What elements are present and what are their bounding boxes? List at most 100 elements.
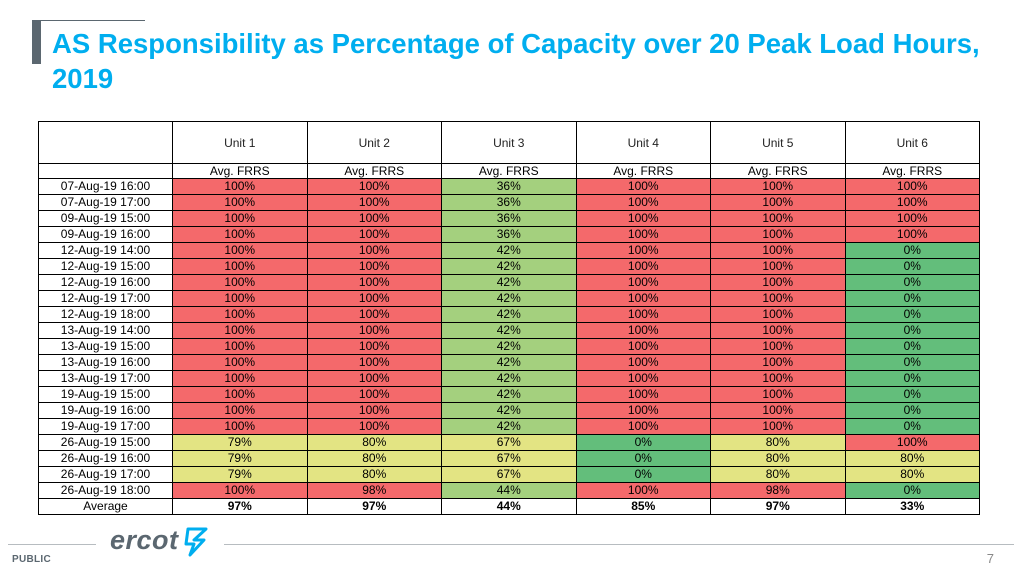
frrs-value-cell: 42% <box>441 290 577 307</box>
unit-header: Unit 3 <box>441 121 577 164</box>
row-datetime: 12-Aug-19 15:00 <box>38 258 173 275</box>
frrs-value-cell: 100% <box>575 370 711 387</box>
frrs-value-cell: 100% <box>172 210 308 227</box>
frrs-value-cell: 100% <box>575 258 711 275</box>
ercot-logo: ercot <box>110 523 214 563</box>
frrs-value-cell: 42% <box>441 258 577 275</box>
footer-rule-left <box>8 544 96 545</box>
table-row: 26-Aug-19 16:00 79% 80% 67% 0% 80% 80% <box>38 450 980 467</box>
row-datetime: 26-Aug-19 16:00 <box>38 450 173 467</box>
frrs-value-cell: 100% <box>575 290 711 307</box>
frrs-value-cell: 100% <box>172 354 308 371</box>
frrs-value-cell: 100% <box>172 226 308 243</box>
frrs-value-cell: 100% <box>575 482 711 499</box>
metric-header-row: Avg. FRRS Avg. FRRS Avg. FRRS Avg. FRRS … <box>38 163 980 179</box>
metric-corner-cell <box>38 163 173 179</box>
metric-label: Avg. FRRS <box>306 163 442 179</box>
frrs-value-cell: 100% <box>575 226 711 243</box>
frrs-value-cell: 100% <box>172 402 308 419</box>
frrs-value-cell: 100% <box>306 322 442 339</box>
frrs-value-cell: 0% <box>844 306 980 323</box>
row-datetime: 12-Aug-19 18:00 <box>38 306 173 323</box>
frrs-value-cell: 80% <box>710 450 846 467</box>
frrs-value-cell: 100% <box>172 274 308 291</box>
page-number: 7 <box>986 551 994 566</box>
frrs-value-cell: 100% <box>575 418 711 435</box>
frrs-value-cell: 36% <box>441 226 577 243</box>
frrs-value-cell: 42% <box>441 402 577 419</box>
row-datetime: 19-Aug-19 16:00 <box>38 402 173 419</box>
frrs-value-cell: 79% <box>172 450 308 467</box>
frrs-value-cell: 100% <box>306 418 442 435</box>
frrs-value-cell: 42% <box>441 306 577 323</box>
row-datetime: 19-Aug-19 17:00 <box>38 418 173 435</box>
frrs-value-cell: 100% <box>172 338 308 355</box>
frrs-value-cell: 0% <box>575 466 711 483</box>
frrs-value-cell: 100% <box>575 210 711 227</box>
frrs-value-cell: 42% <box>441 370 577 387</box>
frrs-value-cell: 44% <box>441 482 577 499</box>
frrs-value-cell: 100% <box>306 274 442 291</box>
frrs-table: Unit 1 Unit 2 Unit 3 Unit 4 Unit 5 Unit … <box>38 121 980 515</box>
frrs-value-cell: 42% <box>441 386 577 403</box>
table-row: 26-Aug-19 17:00 79% 80% 67% 0% 80% 80% <box>38 466 980 483</box>
logo-wordmark: ercot <box>110 525 179 555</box>
frrs-value-cell: 100% <box>710 418 846 435</box>
table-row: 09-Aug-19 16:00 100% 100% 36% 100% 100% 100% <box>38 226 980 243</box>
frrs-value-cell: 79% <box>172 434 308 451</box>
row-datetime: 13-Aug-19 15:00 <box>38 338 173 355</box>
metric-label: Avg. FRRS <box>172 163 308 179</box>
frrs-value-cell: 100% <box>710 290 846 307</box>
frrs-value-cell: 100% <box>172 482 308 499</box>
frrs-value-cell: 80% <box>710 434 846 451</box>
frrs-value-cell: 100% <box>844 210 980 227</box>
row-datetime: 12-Aug-19 14:00 <box>38 242 173 259</box>
frrs-value-cell: 80% <box>306 466 442 483</box>
row-datetime: 09-Aug-19 16:00 <box>38 226 173 243</box>
frrs-value-cell: 100% <box>710 338 846 355</box>
frrs-value-cell: 0% <box>844 322 980 339</box>
metric-label: Avg. FRRS <box>710 163 846 179</box>
frrs-value-cell: 100% <box>710 354 846 371</box>
row-datetime: 07-Aug-19 16:00 <box>38 178 173 195</box>
metric-label: Avg. FRRS <box>575 163 711 179</box>
unit-header-row: Unit 1 Unit 2 Unit 3 Unit 4 Unit 5 Unit … <box>38 121 980 164</box>
table-row: 12-Aug-19 17:00 100% 100% 42% 100% 100% 0% <box>38 290 980 307</box>
frrs-value-cell: 100% <box>306 242 442 259</box>
frrs-value-cell: 42% <box>441 338 577 355</box>
table-row: 19-Aug-19 17:00 100% 100% 42% 100% 100% 0% <box>38 418 980 435</box>
frrs-value-cell: 80% <box>306 450 442 467</box>
table-row: 26-Aug-19 15:00 79% 80% 67% 0% 80% 100% <box>38 434 980 451</box>
table-row: 12-Aug-19 15:00 100% 100% 42% 100% 100% 0% <box>38 258 980 275</box>
frrs-value-cell: 100% <box>306 402 442 419</box>
frrs-value-cell: 0% <box>575 450 711 467</box>
frrs-value-cell: 0% <box>844 386 980 403</box>
frrs-value-cell: 36% <box>441 178 577 195</box>
row-datetime: 19-Aug-19 15:00 <box>38 386 173 403</box>
row-datetime: 26-Aug-19 15:00 <box>38 434 173 451</box>
row-datetime: 12-Aug-19 16:00 <box>38 274 173 291</box>
table-row: 13-Aug-19 14:00 100% 100% 42% 100% 100% 0% <box>38 322 980 339</box>
frrs-value-cell: 0% <box>844 274 980 291</box>
frrs-value-cell: 100% <box>575 322 711 339</box>
average-value: 85% <box>575 498 711 515</box>
frrs-value-cell: 100% <box>710 322 846 339</box>
frrs-value-cell: 100% <box>844 434 980 451</box>
frrs-value-cell: 0% <box>844 402 980 419</box>
average-value: 97% <box>306 498 442 515</box>
frrs-value-cell: 100% <box>575 386 711 403</box>
frrs-value-cell: 42% <box>441 354 577 371</box>
frrs-value-cell: 100% <box>306 386 442 403</box>
frrs-value-cell: 100% <box>306 338 442 355</box>
unit-header: Unit 6 <box>844 121 980 164</box>
frrs-value-cell: 100% <box>575 306 711 323</box>
frrs-value-cell: 100% <box>575 338 711 355</box>
frrs-value-cell: 80% <box>710 466 846 483</box>
table-row: 07-Aug-19 17:00 100% 100% 36% 100% 100% 100% <box>38 194 980 211</box>
frrs-value-cell: 0% <box>575 434 711 451</box>
row-datetime: 13-Aug-19 14:00 <box>38 322 173 339</box>
header-corner-cell <box>38 121 173 164</box>
frrs-value-cell: 100% <box>844 178 980 195</box>
row-datetime: 26-Aug-19 18:00 <box>38 482 173 499</box>
table-row: 19-Aug-19 15:00 100% 100% 42% 100% 100% 0% <box>38 386 980 403</box>
